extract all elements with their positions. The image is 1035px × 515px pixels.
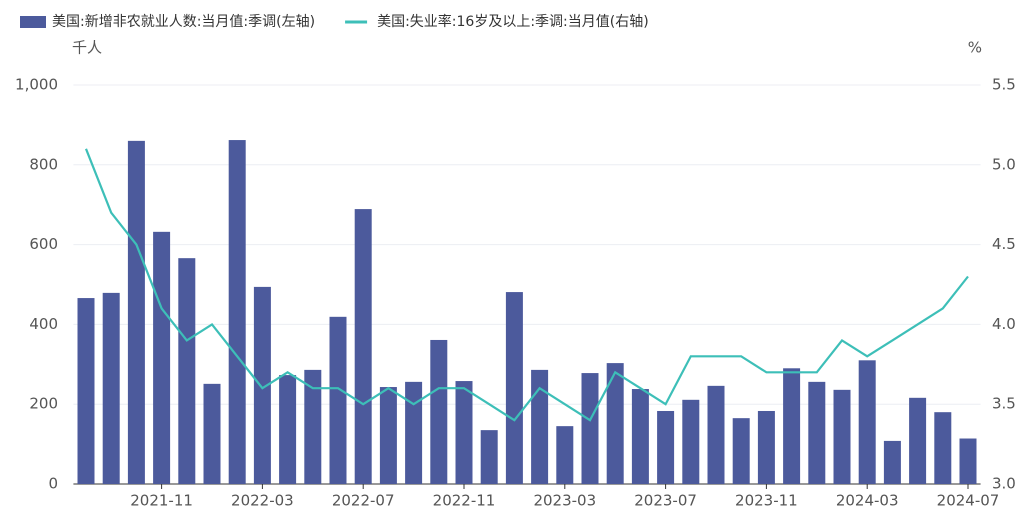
bar xyxy=(682,399,700,484)
bar xyxy=(556,426,574,484)
bar xyxy=(455,381,473,484)
y2-tick-label: 5.5 xyxy=(992,76,1016,94)
line xyxy=(84,148,969,422)
y-axis-unit: 千人 xyxy=(72,39,102,57)
y2-axis-unit: % xyxy=(968,39,982,57)
y2-tick-label: 3.0 xyxy=(992,475,1016,493)
x-tick-label: 2022-11 xyxy=(433,492,496,510)
bar xyxy=(178,258,196,484)
bar xyxy=(606,363,624,484)
y2-tick-label: 4.0 xyxy=(992,315,1016,333)
bar xyxy=(505,292,523,484)
bar xyxy=(430,339,448,484)
bar xyxy=(934,412,952,484)
bar xyxy=(808,381,826,484)
bar xyxy=(757,410,775,484)
bar xyxy=(657,410,675,484)
bar xyxy=(909,397,927,484)
bar xyxy=(77,298,95,484)
y2-tick-label: 5.0 xyxy=(992,155,1016,173)
bar xyxy=(153,231,171,484)
bar xyxy=(379,387,397,484)
bar xyxy=(480,430,498,484)
bar xyxy=(858,360,876,484)
y-tick-label: 1,000 xyxy=(15,76,58,94)
bar xyxy=(631,389,649,484)
bar xyxy=(329,316,347,484)
bar xyxy=(304,369,322,484)
bar xyxy=(531,369,549,484)
y-tick-label: 200 xyxy=(29,395,58,413)
y-tick-label: 600 xyxy=(29,235,58,253)
x-tick-label: 2023-07 xyxy=(634,492,697,510)
bar xyxy=(279,375,297,484)
bar xyxy=(203,383,221,484)
y-tick-label: 800 xyxy=(29,155,58,173)
legend-label: 美国:失业率:16岁及以上:季调:当月值(右轴) xyxy=(377,13,649,30)
y2-tick-label: 3.5 xyxy=(992,395,1016,413)
bar xyxy=(581,373,599,484)
legend-label: 美国:新增非农就业人数:当月值:季调(左轴) xyxy=(52,14,315,30)
x-tick-label: 2022-03 xyxy=(231,492,294,510)
bar xyxy=(707,385,725,484)
x-tick-label: 2024-07 xyxy=(937,492,1000,510)
bar xyxy=(228,140,246,484)
bar xyxy=(253,286,271,484)
bar xyxy=(883,440,901,484)
bar xyxy=(783,368,801,484)
bar xyxy=(833,389,851,484)
y-tick-label: 400 xyxy=(29,315,58,333)
y2-tick-label: 4.5 xyxy=(992,235,1016,253)
bar xyxy=(127,140,145,485)
bar xyxy=(959,438,977,484)
bar xyxy=(732,418,750,484)
y-tick-label: 0 xyxy=(48,475,58,493)
legend-swatch xyxy=(20,16,46,28)
x-tick-label: 2024-03 xyxy=(836,492,899,510)
bar xyxy=(405,381,423,484)
x-tick-label: 2023-11 xyxy=(735,492,798,510)
x-tick-label: 2022-07 xyxy=(332,492,395,510)
bar xyxy=(102,292,120,484)
x-tick-label: 2023-03 xyxy=(533,492,596,510)
bar xyxy=(354,209,372,485)
x-tick-label: 2021-11 xyxy=(130,492,193,510)
